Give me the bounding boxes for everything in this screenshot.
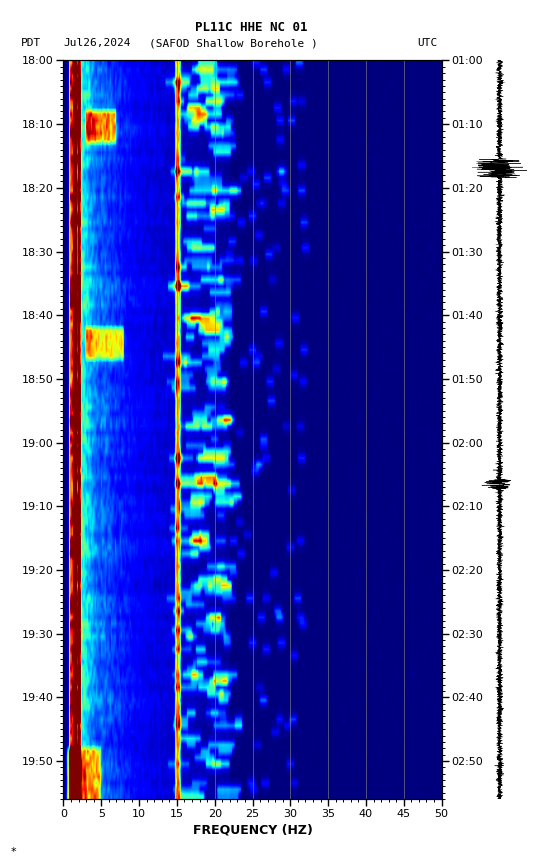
Text: Jul26,2024: Jul26,2024 (63, 38, 131, 48)
X-axis label: FREQUENCY (HZ): FREQUENCY (HZ) (193, 823, 312, 836)
Text: PDT: PDT (21, 38, 41, 48)
Text: *: * (11, 848, 17, 857)
Text: UTC: UTC (417, 38, 437, 48)
Text: (SAFOD Shallow Borehole ): (SAFOD Shallow Borehole ) (149, 38, 318, 48)
Text: PL11C HHE NC 01: PL11C HHE NC 01 (195, 21, 307, 35)
